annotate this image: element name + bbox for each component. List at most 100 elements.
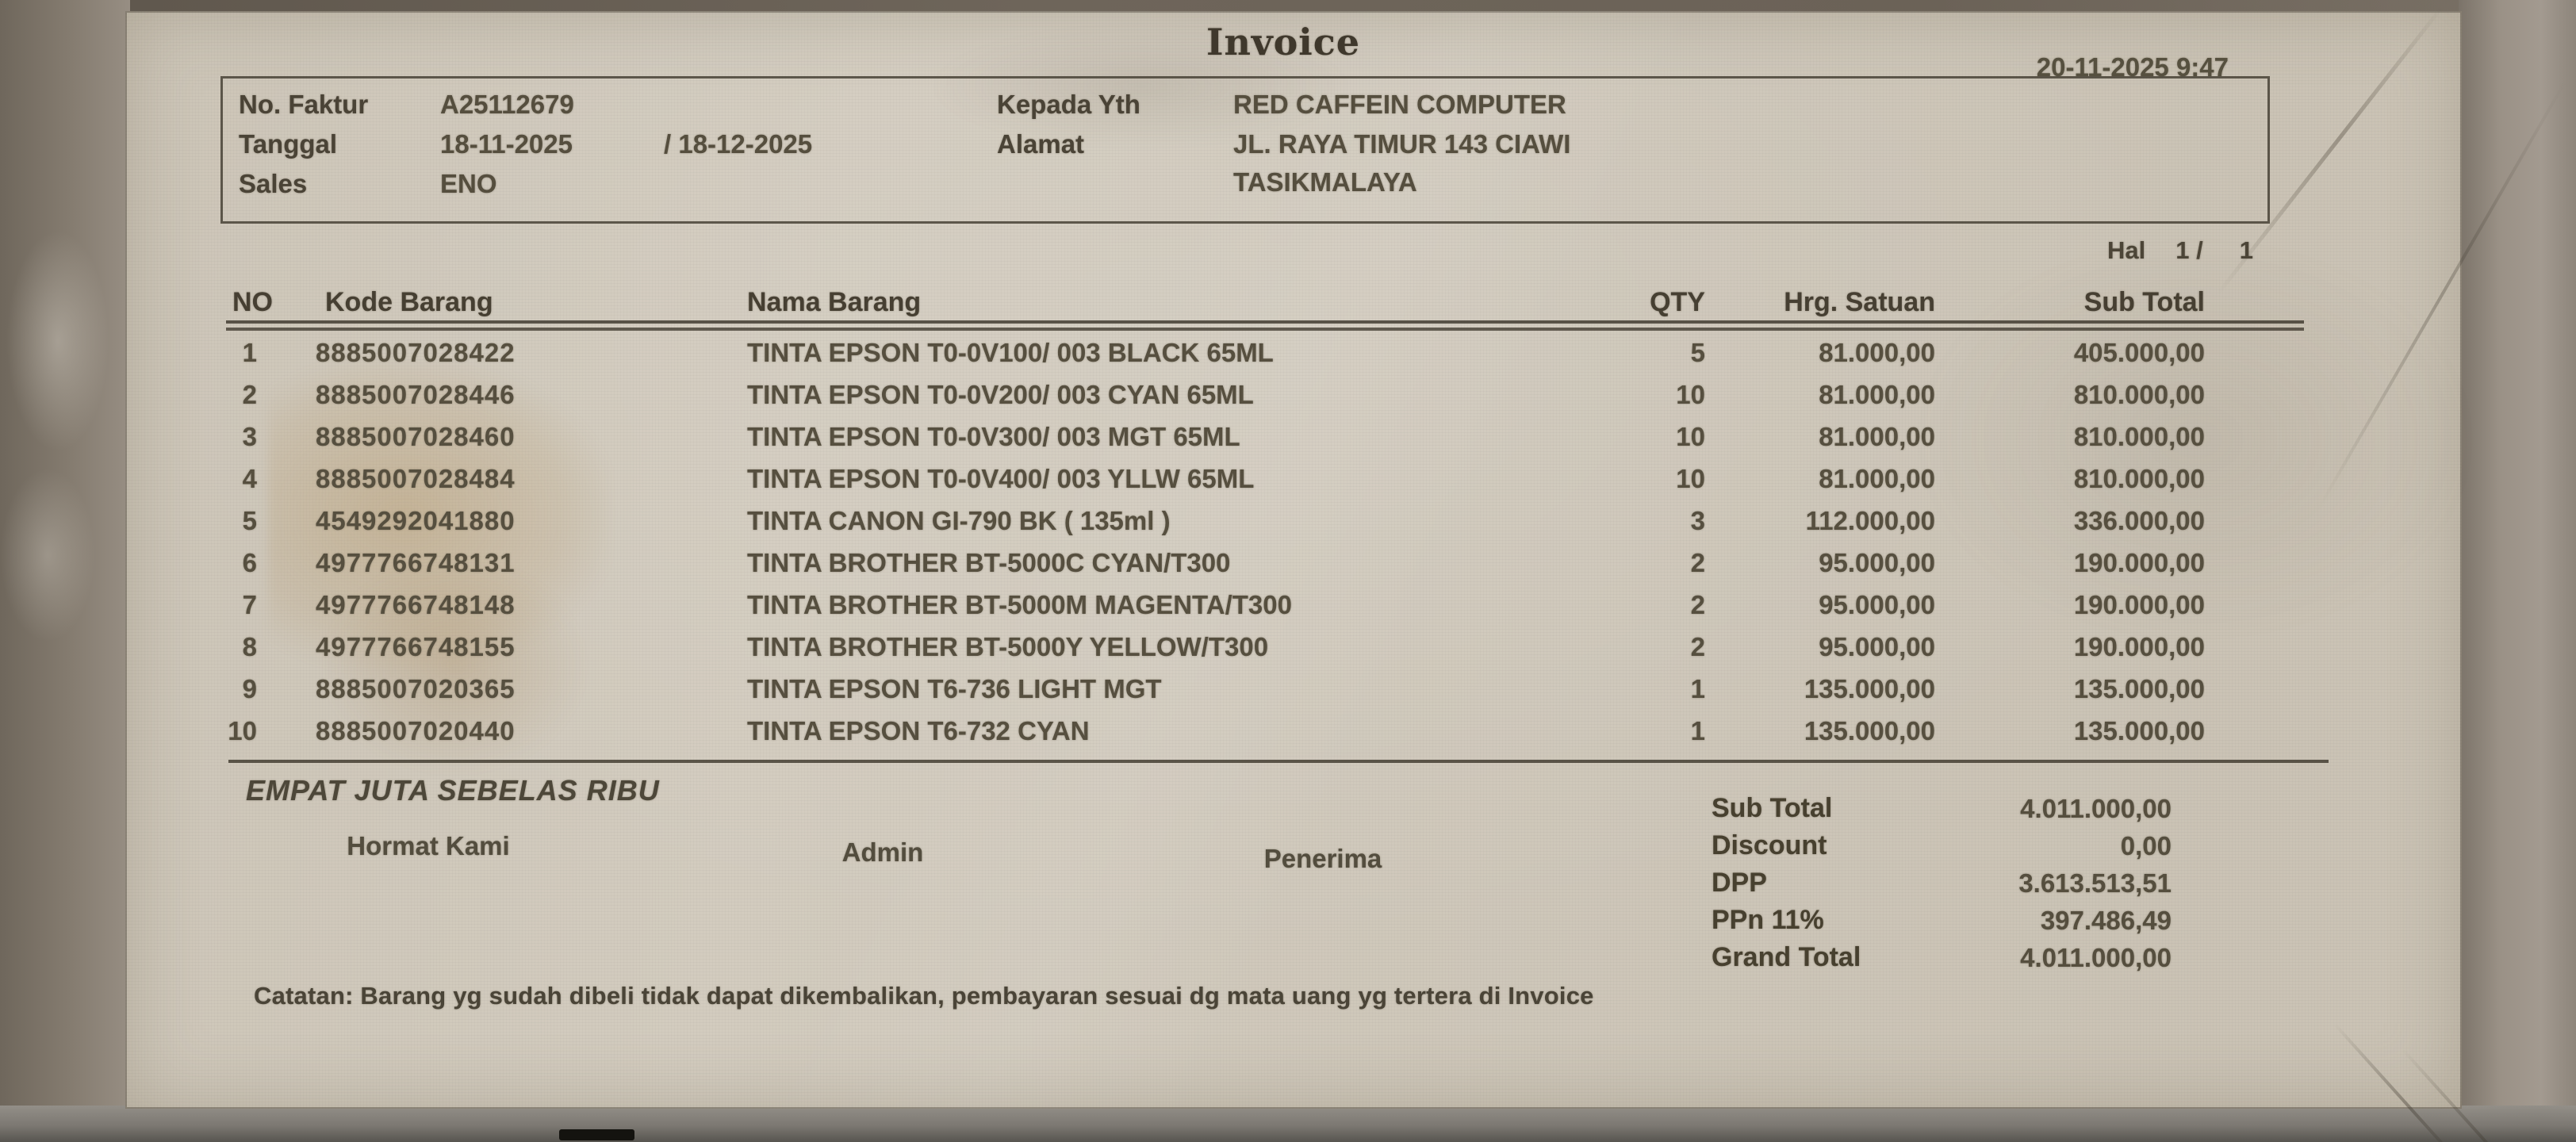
item-harga-cell: 112.000,00: [1805, 506, 1935, 535]
kepada-value: RED CAFFEIN COMPUTER: [1233, 90, 1566, 119]
totals-block: Sub Total 4.011.000,00 Discount 0,00 DPP…: [1712, 790, 2172, 976]
item-harga-cell: 81.000,00: [1819, 464, 1935, 493]
item-qty-cell: 10: [1676, 422, 1705, 451]
footer-note: Catatan: Barang yg sudah dibeli tidak da…: [254, 982, 1594, 1010]
totals-row: Grand Total 4.011.000,00: [1712, 939, 2172, 976]
item-kode-cell: 8885007028422: [316, 338, 516, 367]
item-spacer: [2205, 374, 2304, 416]
photo-edge-left: [0, 0, 130, 1142]
header-double-rule: [226, 320, 2304, 331]
col-header-qty: QTY: [1650, 287, 1705, 317]
item-no-cell: 1: [242, 338, 257, 367]
item-harga-cell: 135.000,00: [1804, 716, 1935, 745]
totals-row: DPP 3.613.513,51: [1712, 864, 2172, 902]
item-nama-cell: TINTA EPSON T0-0V300/ 003 MGT 65ML: [747, 422, 1240, 451]
col-header-spacer: [2205, 287, 2304, 318]
col-header-kode: Kode Barang: [325, 287, 493, 317]
col-header-no: NO: [232, 287, 273, 317]
page-indicator-label: Hal: [2107, 236, 2146, 264]
item-nama-cell: TINTA BROTHER BT-5000C CYAN/T300: [747, 548, 1231, 577]
item-qty-cell: 2: [1690, 590, 1705, 619]
item-subtotal-cell: 336.000,00: [2073, 506, 2205, 535]
item-harga-cell: 95.000,00: [1819, 548, 1935, 577]
totals-label: Discount: [1712, 830, 1827, 860]
item-spacer: [2205, 416, 2304, 458]
item-kode-cell: 4977766748148: [316, 590, 516, 619]
totals-value: 4.011.000,00: [2020, 943, 2172, 972]
edge-smudge: [0, 468, 95, 642]
item-nama-cell: TINTA BROTHER BT-5000M MAGENTA/T300: [747, 590, 1292, 619]
tanggal-label: Tanggal: [239, 129, 338, 159]
photo-edge-right: [2459, 0, 2576, 1142]
page-current: 1 /: [2175, 236, 2203, 264]
item-kode-cell: 8885007020440: [316, 716, 516, 745]
edge-smudge: [6, 230, 109, 452]
table-row: 6 4977766748131 TINTA BROTHER BT-5000C C…: [226, 542, 2304, 584]
sales-label: Sales: [239, 169, 308, 198]
item-harga-cell: 95.000,00: [1819, 590, 1935, 619]
totals-label: PPn 11%: [1712, 905, 1824, 935]
item-subtotal-cell: 135.000,00: [2073, 716, 2205, 745]
alamat-label: Alamat: [997, 129, 1085, 159]
item-nama-cell: TINTA BROTHER BT-5000Y YELLOW/T300: [747, 632, 1269, 661]
item-subtotal-cell: 135.000,00: [2073, 674, 2205, 703]
item-nama-cell: TINTA EPSON T6-736 LIGHT MGT: [747, 674, 1162, 703]
item-nama-cell: TINTA EPSON T0-0V100/ 003 BLACK 65ML: [747, 338, 1274, 367]
totals-label: Grand Total: [1712, 942, 1861, 972]
totals-value: 0,00: [2120, 831, 2172, 860]
item-subtotal-cell: 190.000,00: [2073, 548, 2205, 577]
item-qty-cell: 5: [1690, 338, 1705, 367]
invoice-header-box: No. Faktur A25112679 Tanggal 18-11-2025 …: [220, 76, 2270, 224]
alamat-line1: JL. RAYA TIMUR 143 CIAWI: [1233, 129, 1571, 159]
totals-value: 4.011.000,00: [2020, 794, 2172, 823]
item-kode-cell: 8885007028484: [316, 464, 516, 493]
item-no-cell: 3: [242, 422, 257, 451]
item-nama-cell: TINTA CANON GI-790 BK ( 135ml ): [747, 506, 1171, 535]
signature-hormat-kami: Hormat Kami: [347, 831, 510, 860]
item-kode-cell: 8885007020365: [316, 674, 516, 703]
item-kode-cell: 4549292041880: [316, 506, 516, 535]
item-no-cell: 8: [242, 632, 257, 661]
item-spacer: [2205, 668, 2304, 710]
item-spacer: [2205, 331, 2304, 374]
item-subtotal-cell: 810.000,00: [2073, 380, 2205, 409]
item-harga-cell: 135.000,00: [1804, 674, 1935, 703]
photo-edge-bottom: [0, 1106, 2576, 1142]
item-harga-cell: 95.000,00: [1819, 632, 1935, 661]
col-header-sub: Sub Total: [2083, 287, 2205, 317]
totals-label: Sub Total: [1712, 793, 1833, 823]
table-row: 7 4977766748148 TINTA BROTHER BT-5000M M…: [226, 584, 2304, 626]
item-qty-cell: 3: [1690, 506, 1705, 535]
page-total: 1: [2239, 236, 2253, 264]
screen-notch: [559, 1129, 634, 1140]
totals-value: 397.486,49: [2040, 906, 2172, 935]
item-spacer: [2205, 710, 2304, 752]
item-spacer: [2205, 626, 2304, 668]
photo-edge-top: [0, 0, 2576, 13]
item-spacer: [2205, 542, 2304, 584]
signature-admin: Admin: [841, 837, 924, 867]
col-header-hrg: Hrg. Satuan: [1784, 287, 1935, 317]
item-kode-cell: 8885007028446: [316, 380, 516, 409]
item-subtotal-cell: 190.000,00: [2073, 632, 2205, 661]
table-row: 3 8885007028460 TINTA EPSON T0-0V300/ 00…: [226, 416, 2304, 458]
item-no-cell: 9: [242, 674, 257, 703]
item-no-cell: 10: [228, 716, 257, 745]
item-spacer: [2205, 500, 2304, 542]
item-no-cell: 5: [242, 506, 257, 535]
invoice-title: Invoice: [1206, 21, 1361, 63]
totals-row: Sub Total 4.011.000,00: [1712, 790, 2172, 827]
item-kode-cell: 4977766748131: [316, 548, 516, 577]
item-harga-cell: 81.000,00: [1819, 380, 1935, 409]
col-header-nama: Nama Barang: [747, 287, 922, 317]
table-row: 8 4977766748155 TINTA BROTHER BT-5000Y Y…: [226, 626, 2304, 668]
totals-row: Discount 0,00: [1712, 827, 2172, 864]
alamat-line2: TASIKMALAYA: [1233, 167, 1417, 197]
table-row: 2 8885007028446 TINTA EPSON T0-0V200/ 00…: [226, 374, 2304, 416]
table-row: 10 8885007020440 TINTA EPSON T6-732 CYAN…: [226, 710, 2304, 752]
table-row: 4 8885007028484 TINTA EPSON T0-0V400/ 00…: [226, 458, 2304, 500]
amount-in-words: EMPAT JUTA SEBELAS RIBU: [246, 774, 660, 807]
sales-value: ENO: [440, 169, 497, 198]
kepada-label: Kepada Yth: [997, 90, 1140, 119]
